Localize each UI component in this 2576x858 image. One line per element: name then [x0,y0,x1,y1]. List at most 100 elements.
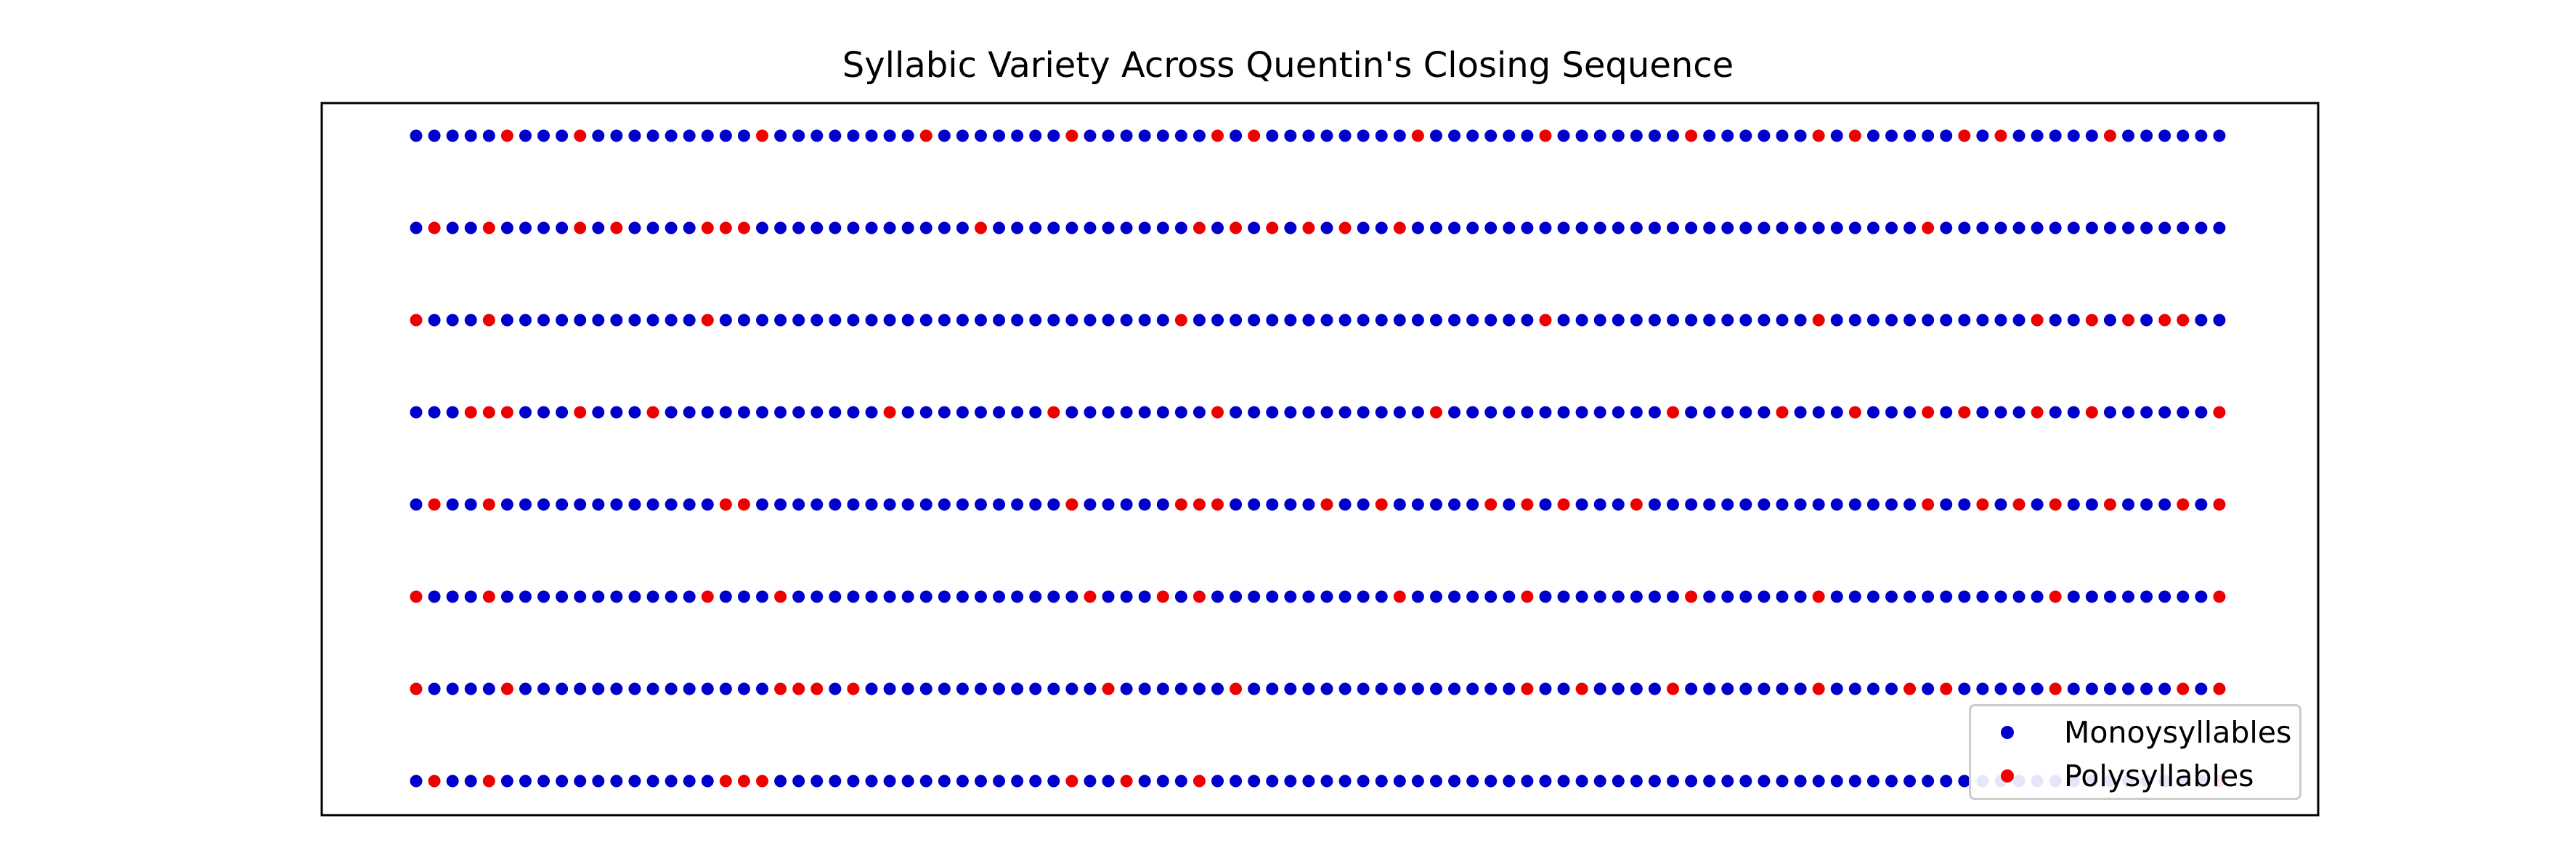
monosyllable-dot [2140,314,2153,327]
monosyllable-dot [574,775,587,788]
monosyllable-dot [1266,129,1279,142]
monosyllable-dot [1211,682,1224,695]
monosyllable-dot [865,406,878,419]
monosyllable-dot [1903,314,1917,327]
polysyllable-dot [847,682,860,695]
monosyllable-dot [1393,406,1406,419]
monosyllable-dot [1830,314,1843,327]
monosyllable-dot [1357,129,1370,142]
monosyllable-dot [2049,129,2062,142]
polysyllable-dot [1484,498,1498,511]
monosyllable-dot [464,221,477,234]
monosyllable-dot [1830,221,1843,234]
monosyllable-dot [1156,129,1169,142]
monosyllable-dot [1302,498,1315,511]
monosyllable-dot [2012,221,2026,234]
monosyllable-dot [646,775,659,788]
monosyllable-dot [2012,406,2026,419]
monosyllable-dot [883,129,896,142]
monosyllable-dot [2177,129,2190,142]
monosyllable-dot [701,406,714,419]
monosyllable-dot [1120,406,1133,419]
monosyllable-dot [1302,314,1315,327]
monosyllable-dot [974,590,987,603]
monosyllable-dot [610,129,623,142]
monosyllable-dot [2177,221,2190,234]
monosyllable-dot [1539,221,1552,234]
monosyllable-dot [1230,590,1243,603]
monosyllable-dot [519,221,532,234]
monosyllable-dot [774,221,787,234]
polysyllable-dot [701,314,714,327]
monosyllable-dot [1429,221,1442,234]
monosyllable-dot [1958,498,1971,511]
polysyllable-dot [482,775,495,788]
monosyllable-dot [1047,221,1060,234]
monosyllable-dot [2140,498,2153,511]
polysyllable-dot [646,406,659,419]
monosyllable-dot [1102,314,1115,327]
monosyllable-dot [537,406,550,419]
legend-label-polysyllables: Polysyllables [2064,759,2254,793]
monosyllable-dot [2031,129,2044,142]
monosyllable-dot [1466,221,1479,234]
monosyllable-dot [901,221,914,234]
monosyllable-dot [993,590,1006,603]
monosyllable-dot [1174,221,1187,234]
legend: Monoysyllables Polysyllables [1969,704,2301,800]
monosyllable-dot [1411,406,1424,419]
monosyllable-dot [883,498,896,511]
monosyllable-dot [2122,498,2135,511]
monosyllable-dot [1484,129,1498,142]
monosyllable-dot [1830,590,1843,603]
word-dots [410,129,2226,788]
monosyllable-dot [1429,314,1442,327]
monosyllable-dot [1120,221,1133,234]
monosyllable-dot [847,498,860,511]
polysyllable-dot [2049,590,2062,603]
monosyllable-dot [1976,129,1989,142]
monosyllable-dot [1084,682,1097,695]
monosyllable-dot [1593,590,1606,603]
monosyllable-dot [592,590,605,603]
monosyllable-dot [2103,682,2116,695]
monosyllable-dot [683,682,696,695]
monosyllable-dot [1065,406,1078,419]
polysyllable-dot [1174,314,1187,327]
monosyllable-dot [1866,314,1880,327]
monosyllable-dot [974,406,987,419]
polysyllable-dot [1375,498,1388,511]
monosyllable-dot [1539,498,1552,511]
monosyllable-dot [1393,775,1406,788]
monosyllable-dot [2067,682,2080,695]
monosyllable-dot [2067,406,2080,419]
monosyllable-dot [1156,682,1169,695]
polysyllable-dot [719,498,732,511]
monosyllable-dot [829,498,842,511]
monosyllable-dot [956,129,969,142]
monosyllable-dot [829,406,842,419]
monosyllable-dot [1338,129,1352,142]
monosyllable-dot [2103,590,2116,603]
polysyllable-dot [2122,314,2135,327]
monosyllable-dot [1393,129,1406,142]
monosyllable-dot [1211,221,1224,234]
monosyllable-dot [410,129,423,142]
polysyllable-dot [1120,775,1133,788]
monosyllable-dot [1338,682,1352,695]
monosyllable-dot [2049,314,2062,327]
polysyllable-dot [1812,590,1825,603]
monosyllable-dot [1612,129,1625,142]
monosyllable-dot [1320,406,1333,419]
polysyllable-dot [2177,314,2190,327]
monosyllable-dot [1375,682,1388,695]
monosyllable-dot [1484,775,1498,788]
monosyllable-dot [1174,406,1187,419]
monosyllable-dot [537,498,550,511]
monosyllable-dot [646,221,659,234]
monosyllable-dot [1739,682,1752,695]
monosyllable-dot [1794,406,1807,419]
monosyllable-dot [1357,775,1370,788]
monosyllable-dot [901,129,914,142]
monosyllable-dot [1084,775,1097,788]
